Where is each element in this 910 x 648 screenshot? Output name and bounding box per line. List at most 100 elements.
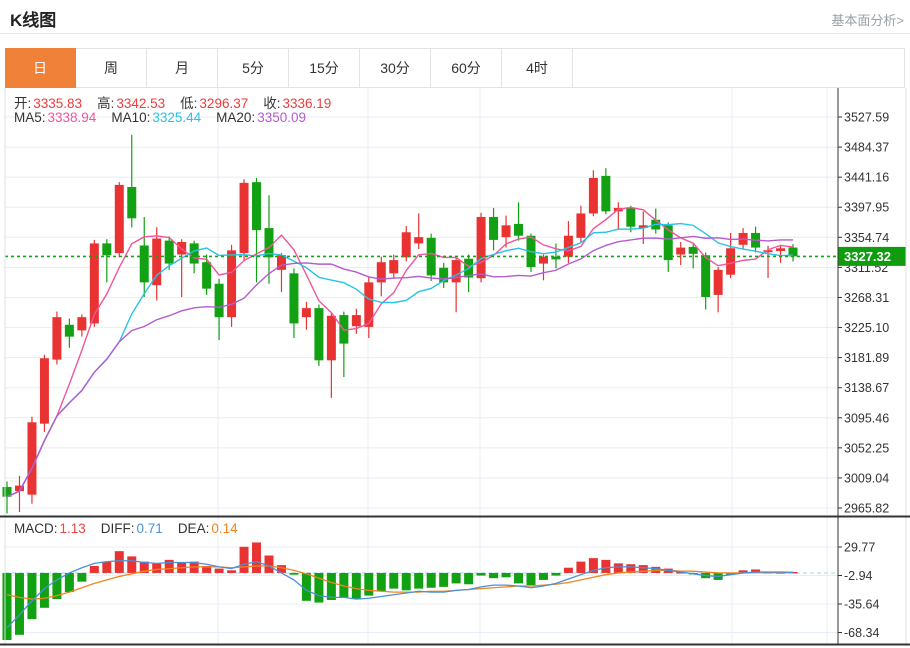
candle-body	[202, 262, 212, 289]
macd-bar	[14, 572, 24, 635]
current-price-badge	[838, 246, 906, 266]
macd-bar	[301, 572, 311, 601]
dea-value: 0.14	[211, 521, 238, 536]
open-label: 开:	[14, 96, 32, 111]
candle-body	[601, 175, 611, 212]
macd-bar	[114, 551, 124, 573]
candle-body	[351, 315, 361, 327]
candle-body	[139, 245, 149, 283]
candle-body	[326, 315, 336, 361]
macd-bar	[339, 572, 349, 598]
close-pair: 收: 3336.19	[263, 92, 331, 112]
candle-body	[663, 225, 673, 261]
open-pair: 开: 3335.83	[14, 92, 82, 112]
macd-bar	[676, 572, 686, 574]
candle-body	[64, 324, 74, 337]
ma-row: MA5: 3338.94 MA10: 3325.44 MA20: 3350.09	[14, 110, 306, 125]
page-title: K线图	[10, 11, 57, 30]
axis-tick-label: 3181.89	[844, 351, 889, 365]
axis-tick-label: 3441.16	[844, 171, 889, 185]
macd-pair: MACD: 1.13	[14, 521, 86, 536]
candle-body	[264, 228, 274, 258]
axis-tick-label: 3095.46	[844, 411, 889, 425]
axis-tick-label: 2965.82	[844, 502, 889, 516]
current-price-badge-text: 3327.32	[844, 249, 891, 264]
tab-4时[interactable]: 4时	[502, 49, 573, 87]
tab-60分[interactable]: 60分	[431, 49, 502, 87]
macd-bar	[152, 563, 162, 573]
macd-bar	[726, 572, 736, 575]
axis-tick-label: 3527.59	[844, 111, 889, 125]
macd-bar	[351, 572, 361, 600]
ma20-pair: MA20: 3350.09	[216, 110, 306, 125]
macd-bar	[514, 572, 524, 584]
diff-value: 0.71	[136, 521, 163, 536]
macd-bar	[127, 556, 137, 573]
ohlc-row: 开: 3335.83 高: 3342.53 低: 3296.37 收: 3336.19	[14, 92, 331, 112]
ma5-pair: MA5: 3338.94	[14, 110, 96, 125]
candle-body	[676, 247, 686, 255]
ma20-label: MA20:	[216, 110, 256, 125]
tab-15分[interactable]: 15分	[289, 49, 360, 87]
tab-5分[interactable]: 5分	[218, 49, 289, 87]
tab-月[interactable]: 月	[147, 49, 218, 87]
tab-日[interactable]: 日	[5, 48, 76, 88]
macd-bar	[551, 572, 561, 576]
macd-bar	[476, 572, 486, 576]
open-value: 3335.83	[33, 96, 83, 111]
macd-bar	[2, 572, 12, 641]
dea-line	[6, 565, 794, 600]
candle-body	[701, 255, 711, 297]
axis-tick-label: 3354.74	[844, 231, 889, 245]
candle-body	[788, 247, 798, 257]
candle-body	[451, 260, 461, 283]
candle-body	[189, 243, 199, 264]
macd-label: MACD:	[14, 521, 58, 536]
axis-tick-label: 3225.10	[844, 321, 889, 335]
fundamental-analysis-link[interactable]: 基本面分析>	[831, 13, 904, 28]
interval-tab-bar: 日周月 5分 15分 30分 60分 4时	[5, 48, 905, 88]
ma10-value: 3325.44	[152, 110, 202, 125]
macd-bar	[214, 568, 224, 573]
candle-body	[563, 235, 573, 257]
candle-body	[538, 256, 548, 264]
macd-bar	[364, 572, 374, 596]
macd-bar	[626, 564, 636, 573]
candle-body	[688, 246, 698, 254]
candle-body	[626, 207, 636, 227]
axis-tick-label: 3052.25	[844, 441, 889, 455]
tab-30分[interactable]: 30分	[360, 49, 431, 87]
macd-bar	[89, 565, 99, 573]
macd-bar	[401, 572, 411, 591]
candle-body	[152, 238, 162, 286]
macd-bar	[239, 546, 249, 573]
candle-body	[164, 240, 174, 264]
macd-bar	[27, 572, 37, 620]
ma20-value: 3350.09	[257, 110, 307, 125]
macd-bar	[314, 572, 324, 603]
macd-bar	[414, 572, 424, 589]
macd-bar	[538, 572, 548, 580]
macd-bar	[64, 572, 74, 593]
candle-body	[289, 273, 299, 324]
macd-bar	[576, 561, 586, 573]
axis-tick-label: 3268.31	[844, 291, 889, 305]
macd-bar	[264, 555, 274, 573]
tab-周[interactable]: 周	[76, 49, 147, 87]
candle-body	[114, 184, 124, 254]
macd-bar	[638, 565, 648, 573]
macd-bar	[389, 572, 399, 589]
macd-value: 1.13	[59, 521, 86, 536]
macd-bar	[451, 572, 461, 584]
macd-bar	[276, 565, 286, 573]
candle-body	[476, 216, 486, 279]
low-pair: 低: 3296.37	[180, 92, 248, 112]
close-label: 收:	[263, 96, 281, 111]
ma5-value: 3338.94	[47, 110, 97, 125]
macd-bar	[526, 572, 536, 586]
macd-bar	[439, 572, 449, 587]
ma20-line	[6, 235, 794, 498]
candle-body	[314, 308, 324, 361]
candle-body	[252, 182, 262, 231]
